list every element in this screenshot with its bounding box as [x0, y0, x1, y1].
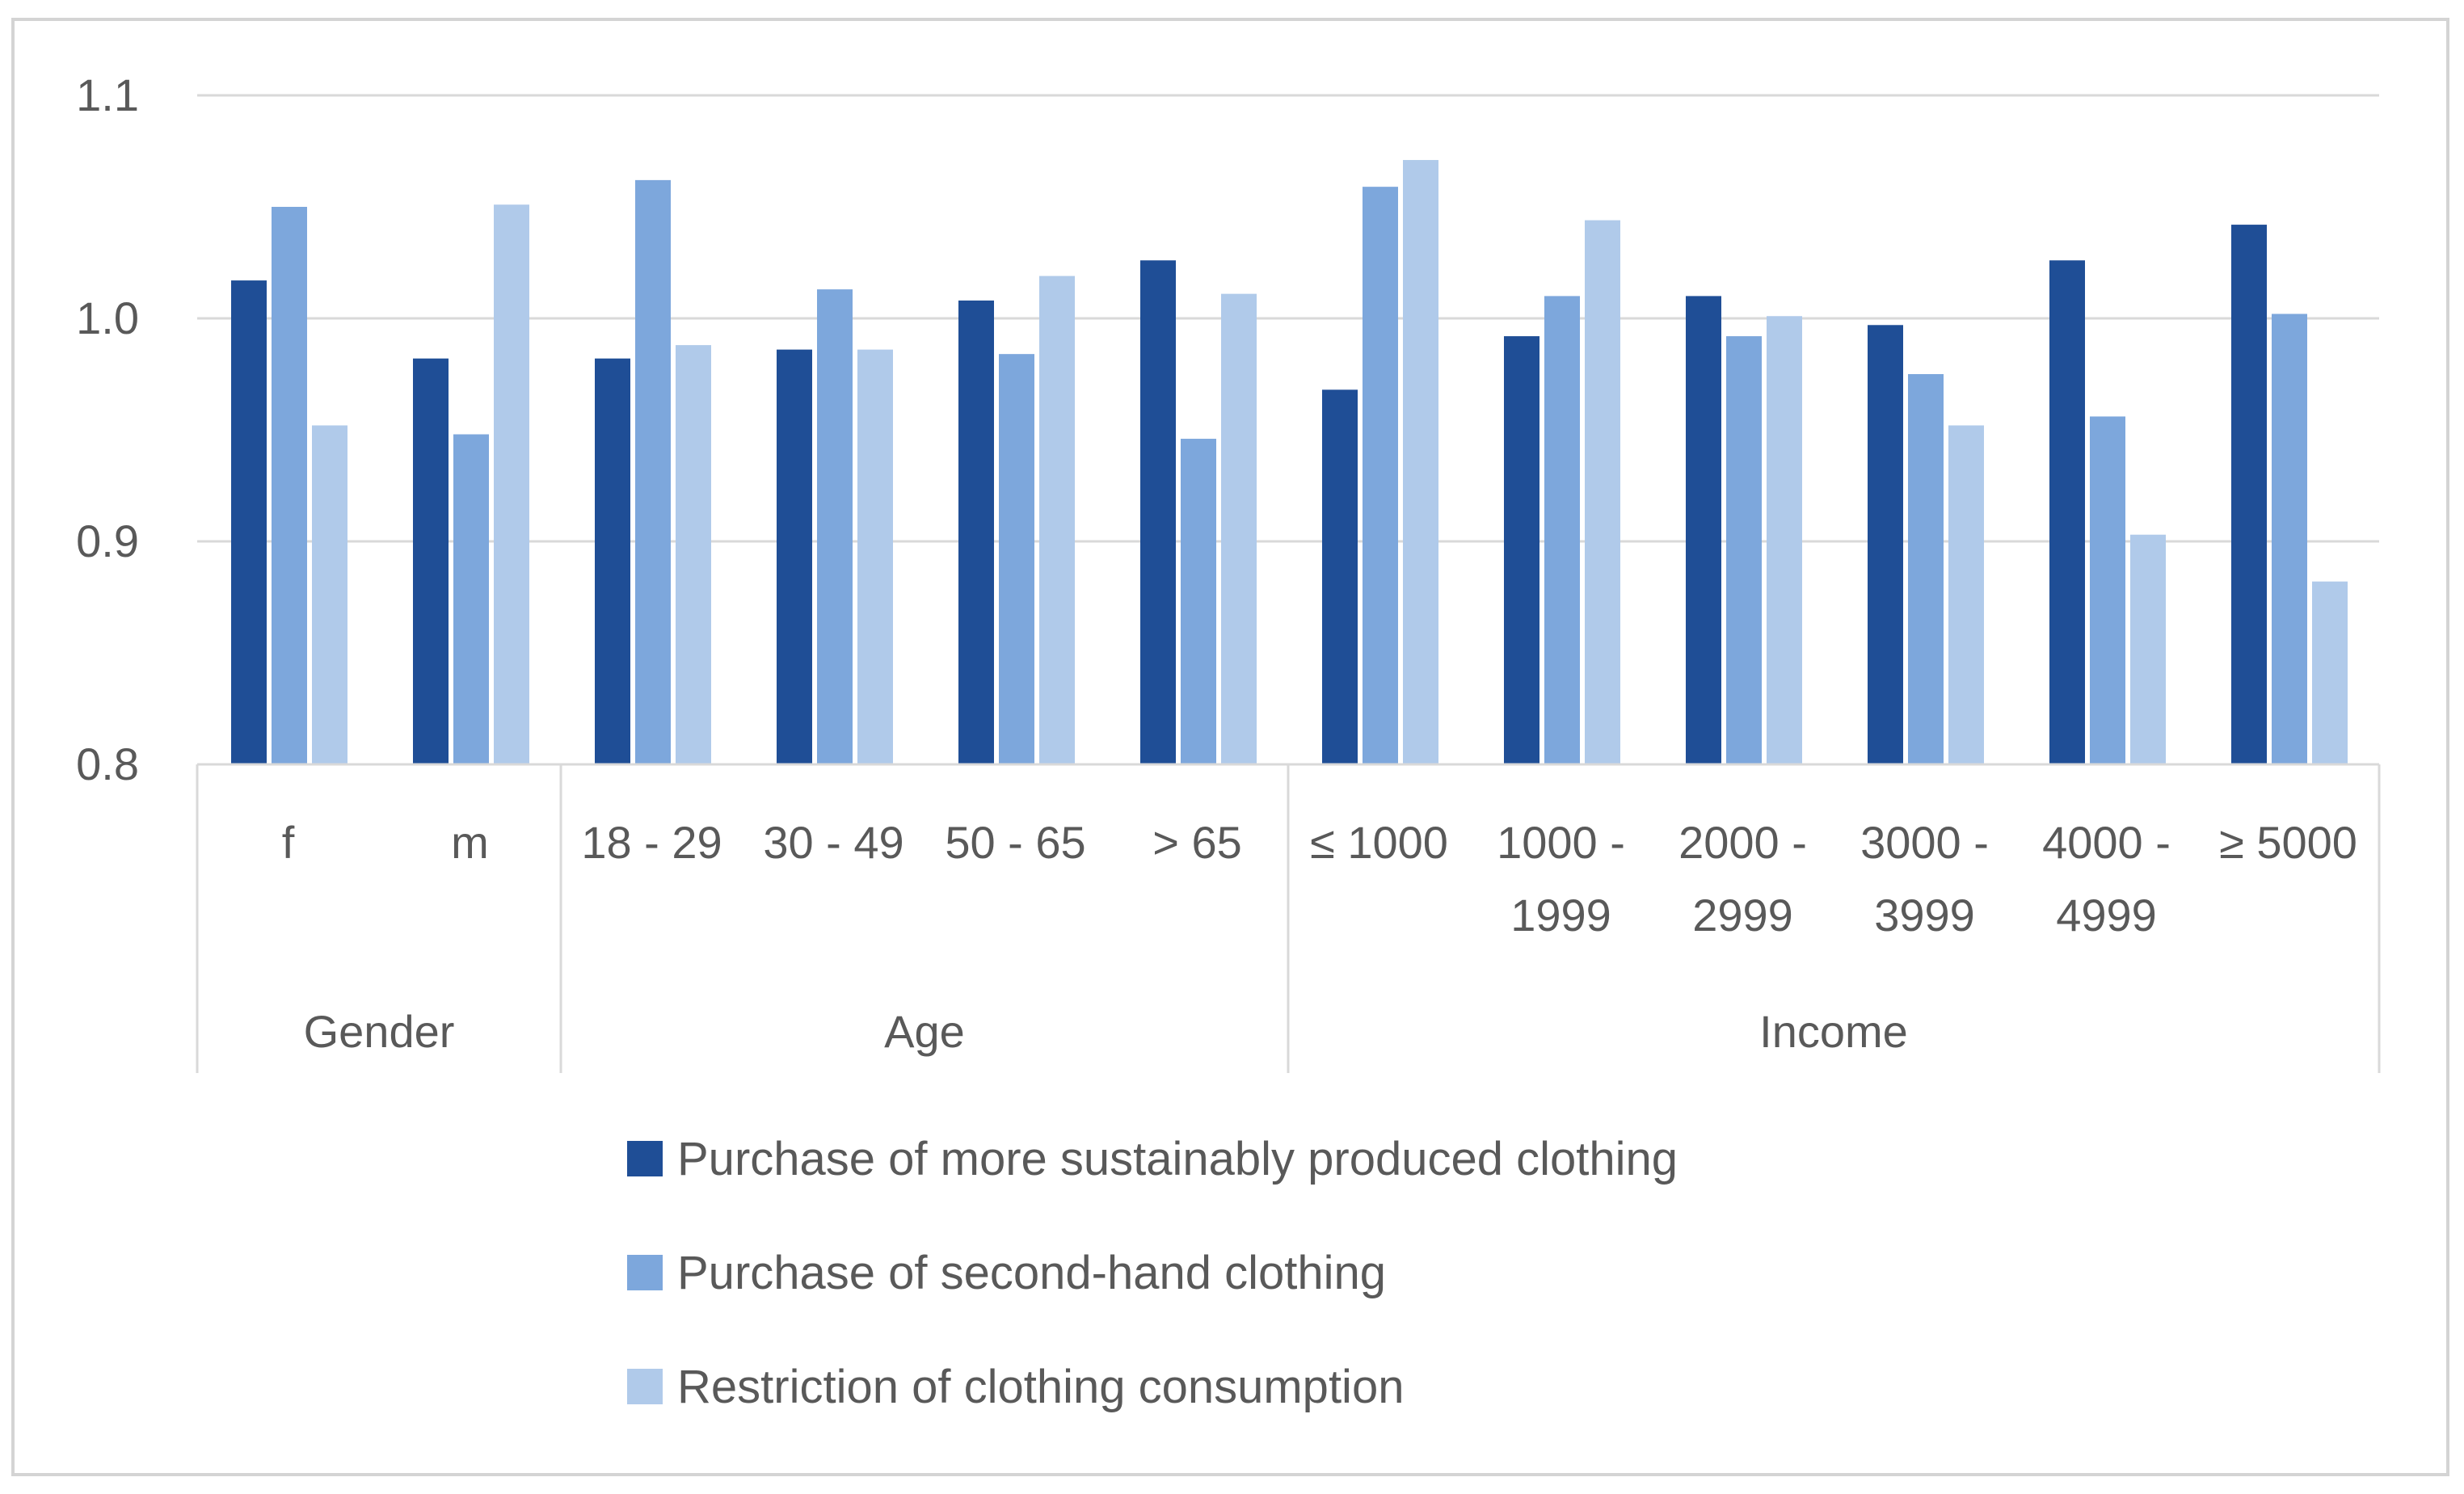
bar [1039, 276, 1075, 764]
bar [1948, 425, 1984, 764]
x-tick-label: 18 - 29 [581, 817, 722, 868]
bar [2090, 416, 2125, 764]
legend-item: Restriction of clothing consumption [627, 1361, 1404, 1413]
y-tick-label: 1.0 [76, 292, 139, 343]
bar [1686, 296, 1721, 764]
x-tick-label: f [282, 817, 295, 868]
x-tick-label: 4000 - [2042, 817, 2171, 868]
y-tick-label: 0.9 [76, 516, 139, 566]
bar [999, 354, 1034, 764]
legend-swatch [627, 1255, 663, 1290]
bar [1221, 293, 1257, 764]
legend-swatch [627, 1369, 663, 1404]
bar [1544, 296, 1580, 764]
bar [958, 300, 994, 764]
bar [1908, 374, 1944, 764]
bar [857, 349, 893, 764]
x-tick-label: 2999 [1692, 890, 1793, 941]
legend-item: Purchase of more sustainably produced cl… [627, 1133, 1678, 1185]
legend: Purchase of more sustainably produced cl… [627, 1133, 1678, 1413]
x-tick-label: m [451, 817, 489, 868]
bar [453, 434, 489, 764]
group-label: Gender [304, 1006, 455, 1057]
bar [777, 349, 812, 764]
bar [2049, 260, 2085, 764]
bar [312, 425, 347, 764]
bar [1363, 187, 1398, 764]
legend-swatch [627, 1141, 663, 1176]
bar [676, 345, 711, 764]
bar [1767, 316, 1802, 764]
gridlines [197, 94, 2379, 543]
bar [595, 358, 630, 764]
bar [2312, 581, 2348, 764]
x-tick-label: 3999 [1874, 890, 1975, 941]
bar [1181, 439, 1216, 764]
category-axis: 0.8 0.9 1.0 1.1 f m Gender 18 - 29 30 - 49 50 - 6… [76, 69, 2381, 1073]
bar [817, 289, 853, 764]
bar [2272, 314, 2307, 765]
x-tick-label: 3000 - [1860, 817, 1989, 868]
x-tick-label: 1999 [1510, 890, 1611, 941]
x-tick-label: ≥ 5000 [2219, 817, 2357, 868]
legend-label: Restriction of clothing consumption [677, 1361, 1404, 1413]
bar [1726, 336, 1762, 765]
legend-label: Purchase of second-hand clothing [677, 1247, 1386, 1299]
x-tick-label: 1000 - [1497, 817, 1625, 868]
x-tick-label: 4999 [2056, 890, 2157, 941]
bar [1585, 220, 1620, 764]
bar [231, 280, 267, 765]
bar [272, 207, 307, 764]
x-tick-label: 2000 - [1678, 817, 1807, 868]
group-label: Age [884, 1006, 965, 1057]
y-tick-label: 0.8 [76, 739, 139, 789]
x-tick-label: 50 - 65 [945, 817, 1085, 868]
x-tick-label: > 65 [1152, 817, 1242, 868]
bar [413, 358, 449, 764]
bar [1140, 260, 1176, 764]
bar [1868, 325, 1903, 764]
bar [1322, 389, 1358, 764]
bar [2130, 534, 2166, 764]
bar [494, 204, 529, 765]
bar [1504, 336, 1539, 765]
y-tick-label: 1.1 [76, 69, 139, 120]
bars [231, 160, 2348, 765]
legend-label: Purchase of more sustainably produced cl… [677, 1133, 1678, 1185]
bar [635, 179, 671, 764]
bar [2231, 225, 2267, 765]
x-tick-label: 30 - 49 [763, 817, 903, 868]
group-label: Income [1759, 1006, 1908, 1057]
bar [1403, 160, 1438, 765]
x-tick-label: ≤ 1000 [1310, 817, 1448, 868]
legend-item: Purchase of second-hand clothing [627, 1247, 1386, 1299]
